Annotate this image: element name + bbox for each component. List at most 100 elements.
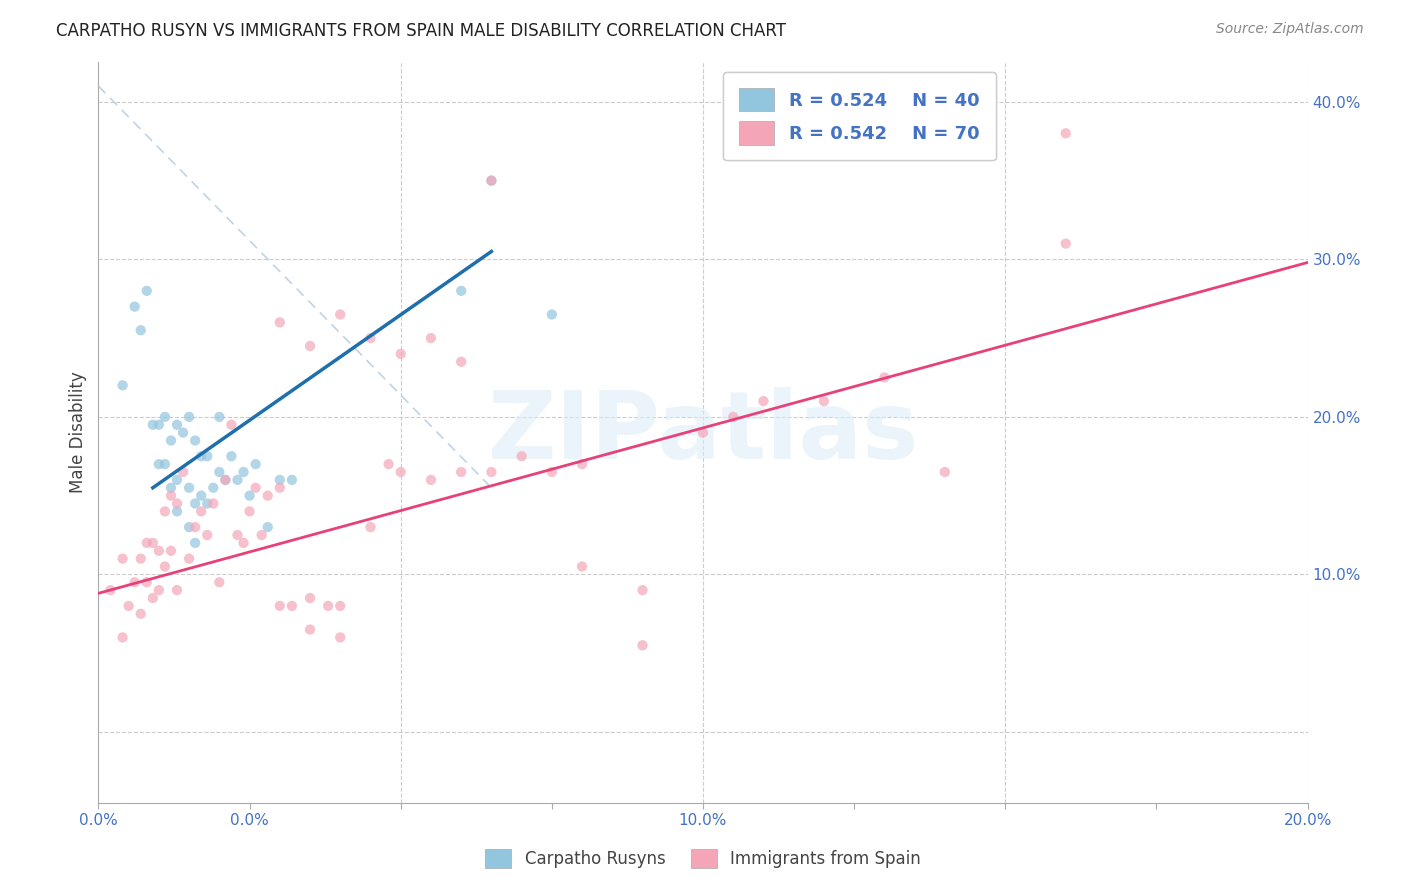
Point — [245, 457, 267, 471]
Point — [184, 434, 207, 448]
Point — [389, 347, 412, 361]
Point — [179, 409, 201, 424]
Point — [269, 481, 291, 495]
Point — [142, 536, 165, 550]
Legend: Carpatho Rusyns, Immigrants from Spain: Carpatho Rusyns, Immigrants from Spain — [478, 842, 928, 875]
Point — [360, 331, 382, 345]
Point — [153, 409, 176, 424]
Point — [195, 449, 218, 463]
Point — [202, 496, 225, 510]
Point — [1054, 236, 1077, 251]
Point — [481, 465, 503, 479]
Point — [184, 536, 207, 550]
Point — [540, 308, 562, 322]
Point — [934, 465, 956, 479]
Point — [481, 173, 503, 187]
Text: CARPATHO RUSYN VS IMMIGRANTS FROM SPAIN MALE DISABILITY CORRELATION CHART: CARPATHO RUSYN VS IMMIGRANTS FROM SPAIN … — [56, 22, 786, 40]
Y-axis label: Male Disability: Male Disability — [69, 372, 87, 493]
Point — [208, 575, 231, 590]
Point — [166, 496, 188, 510]
Point — [160, 481, 183, 495]
Point — [179, 520, 201, 534]
Point — [184, 520, 207, 534]
Point — [631, 583, 654, 598]
Point — [142, 417, 165, 432]
Point — [281, 473, 304, 487]
Point — [118, 599, 141, 613]
Point — [221, 449, 243, 463]
Point — [239, 489, 262, 503]
Point — [179, 551, 201, 566]
Point — [129, 551, 152, 566]
Point — [135, 575, 157, 590]
Point — [148, 583, 170, 598]
Point — [226, 528, 249, 542]
Point — [232, 536, 254, 550]
Point — [153, 504, 176, 518]
Point — [256, 489, 278, 503]
Text: ZIPatlas: ZIPatlas — [488, 386, 918, 479]
Point — [160, 543, 183, 558]
Point — [100, 583, 122, 598]
Point — [172, 465, 194, 479]
Point — [420, 331, 443, 345]
Point — [873, 370, 896, 384]
Point — [148, 543, 170, 558]
Point — [124, 300, 146, 314]
Point — [179, 481, 201, 495]
Point — [420, 473, 443, 487]
Point — [208, 465, 231, 479]
Point — [190, 449, 212, 463]
Point — [239, 504, 262, 518]
Point — [148, 417, 170, 432]
Point — [226, 473, 249, 487]
Point — [723, 409, 745, 424]
Point — [135, 284, 157, 298]
Text: Source: ZipAtlas.com: Source: ZipAtlas.com — [1216, 22, 1364, 37]
Point — [450, 355, 472, 369]
Point — [377, 457, 399, 471]
Point — [195, 528, 218, 542]
Point — [166, 583, 188, 598]
Point — [142, 591, 165, 605]
Point — [166, 473, 188, 487]
Point — [250, 528, 273, 542]
Point — [245, 481, 267, 495]
Point — [540, 465, 562, 479]
Point — [269, 473, 291, 487]
Point — [124, 575, 146, 590]
Point — [299, 591, 322, 605]
Point — [221, 417, 243, 432]
Point — [329, 599, 352, 613]
Point — [129, 607, 152, 621]
Point — [172, 425, 194, 440]
Point — [111, 551, 134, 566]
Point — [195, 496, 218, 510]
Point — [208, 409, 231, 424]
Point — [214, 473, 236, 487]
Point — [148, 457, 170, 471]
Point — [190, 489, 212, 503]
Point — [135, 536, 157, 550]
Point — [256, 520, 278, 534]
Point — [389, 465, 412, 479]
Point — [160, 489, 183, 503]
Point — [202, 481, 225, 495]
Point — [166, 504, 188, 518]
Legend: R = 0.524    N = 40, R = 0.542    N = 70: R = 0.524 N = 40, R = 0.542 N = 70 — [723, 72, 995, 161]
Point — [232, 465, 254, 479]
Point — [160, 434, 183, 448]
Point — [571, 457, 593, 471]
Point — [692, 425, 714, 440]
Point — [752, 394, 775, 409]
Point — [316, 599, 339, 613]
Point — [153, 457, 176, 471]
Point — [510, 449, 533, 463]
Point — [1054, 126, 1077, 140]
Point — [631, 638, 654, 652]
Point — [329, 631, 352, 645]
Point — [166, 417, 188, 432]
Point — [190, 504, 212, 518]
Point — [153, 559, 176, 574]
Point — [111, 378, 134, 392]
